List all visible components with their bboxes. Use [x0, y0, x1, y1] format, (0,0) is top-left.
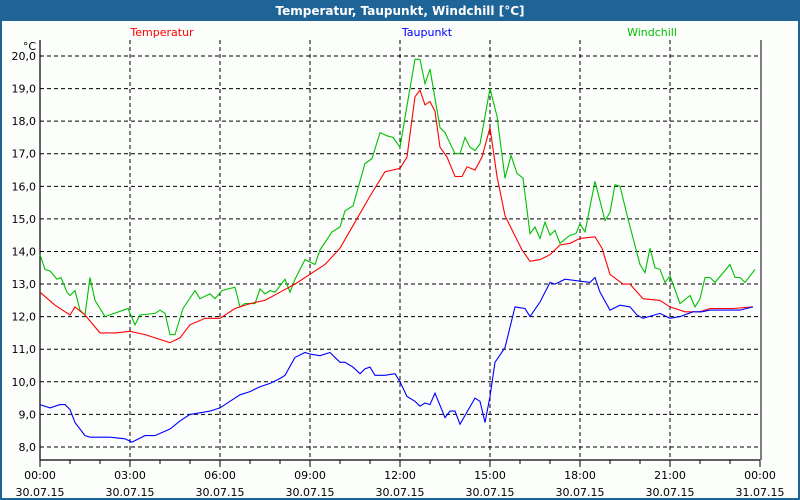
x-tick-time: 15:00 — [474, 469, 506, 482]
x-tick-date: 30.07.15 — [466, 486, 515, 499]
grid — [40, 40, 760, 460]
legend-windchill: Windchill — [627, 26, 677, 39]
x-tick-time: 00:00 — [24, 469, 56, 482]
legend-taupunkt: Taupunkt — [401, 26, 453, 39]
y-tick-label: 20,0 — [12, 50, 37, 63]
series-line-taupunkt — [39, 276, 754, 443]
y-tick-label: 19,0 — [12, 83, 37, 96]
x-tick-date: 30.07.15 — [16, 486, 65, 499]
y-tick-label: 17,0 — [12, 148, 37, 161]
x-tick-date: 30.07.15 — [646, 486, 695, 499]
x-tick-date: 30.07.15 — [376, 486, 425, 499]
y-tick-label: 13,0 — [12, 278, 37, 291]
y-axis-unit: °C — [23, 40, 37, 53]
window-title: Temperatur, Taupunkt, Windchill [°C] — [2, 2, 798, 21]
y-tick-label: 16,0 — [12, 180, 37, 193]
y-tick-label: 18,0 — [12, 115, 37, 128]
y-tick-label: 9,0 — [19, 408, 37, 421]
y-tick-label: 8,0 — [19, 441, 37, 454]
x-tick-time: 09:00 — [294, 469, 326, 482]
series-line-temperatur — [39, 89, 754, 344]
x-tick-date: 30.07.15 — [286, 486, 335, 499]
x-tick-time: 12:00 — [384, 469, 416, 482]
labels: 8,0 9,0 10,0 11,0 12,0 13,0 14,0 15,0 16,0 17,0 18… — [12, 26, 785, 499]
x-tick-time: 18:00 — [564, 469, 596, 482]
series-lines — [39, 58, 756, 443]
x-tick-date: 30.07.15 — [196, 486, 245, 499]
y-tick-label: 10,0 — [12, 376, 37, 389]
y-tick-label: 12,0 — [12, 311, 37, 324]
x-tick-date: 30.07.15 — [556, 486, 605, 499]
x-tick-date: 31.07.15 — [736, 486, 785, 499]
x-tick-time: 06:00 — [204, 469, 236, 482]
x-tick-time: 00:00 — [744, 469, 776, 482]
axes — [39, 40, 762, 467]
series-line-windchill — [39, 58, 756, 336]
y-tick-label: 14,0 — [12, 245, 37, 258]
x-tick-time: 21:00 — [654, 469, 686, 482]
x-tick-time: 03:00 — [114, 469, 146, 482]
x-tick-date: 30.07.15 — [106, 486, 155, 499]
y-tick-label: 15,0 — [12, 213, 37, 226]
legend-temperatur: Temperatur — [129, 26, 194, 39]
y-tick-label: 11,0 — [12, 343, 37, 356]
